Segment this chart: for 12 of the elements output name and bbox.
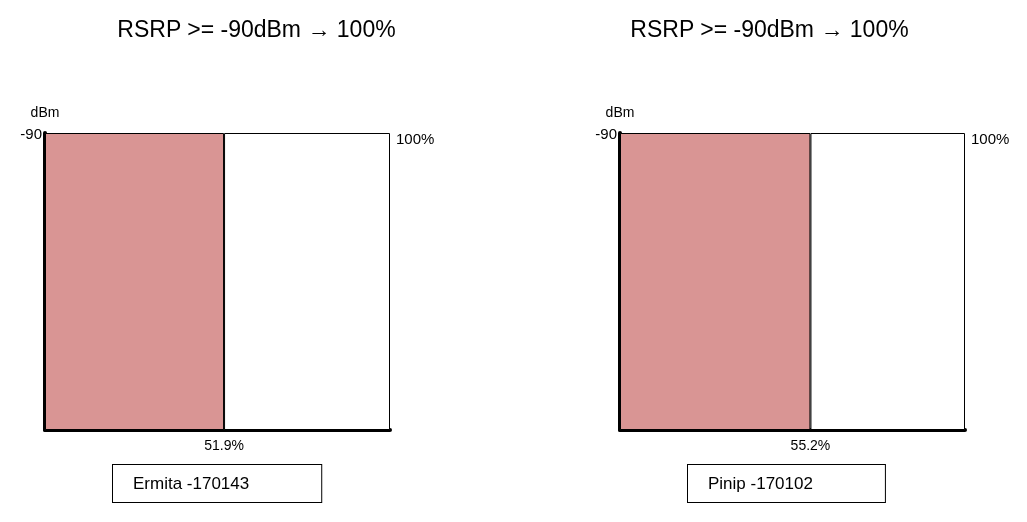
x-tick-label: 51.9%: [204, 437, 244, 453]
annotation: 100%: [396, 130, 435, 147]
text: -90: [595, 124, 617, 142]
text: -90: [20, 124, 42, 142]
chart-title: RSRP >= -90dBm → 100%: [117, 15, 396, 42]
annotation: 100%: [971, 130, 1010, 147]
y-axis-title: dBm: [30, 104, 60, 120]
text: Pinip -170102: [708, 474, 813, 493]
chart-title: RSRP >= -90dBm → 100%: [630, 15, 909, 42]
text: Ermita -170143: [133, 474, 250, 493]
y-axis-title: dBm: [605, 104, 635, 120]
x-tick-label: 55.2%: [790, 437, 831, 453]
